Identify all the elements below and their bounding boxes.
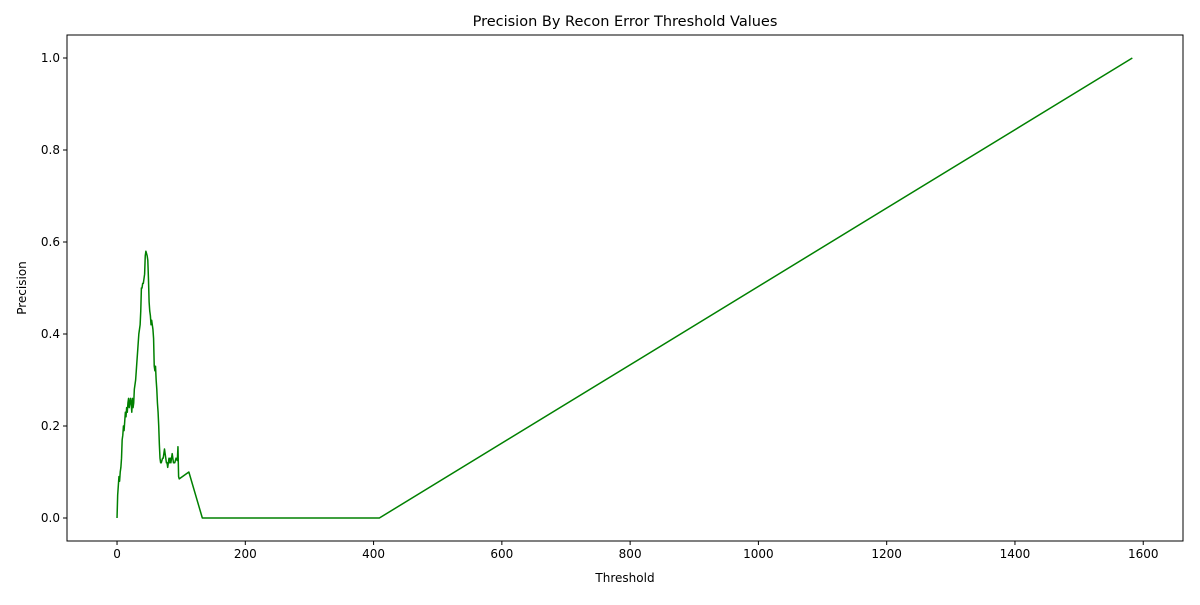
x-tick-label: 600 — [490, 547, 513, 561]
y-tick-label: 0.6 — [41, 235, 60, 249]
x-tick-label: 1400 — [1000, 547, 1031, 561]
y-tick-label: 0.8 — [41, 143, 60, 157]
y-axis: 0.0 0.2 0.4 0.6 0.8 1.0 — [41, 51, 67, 525]
y-axis-label: Precision — [15, 261, 29, 315]
x-tick-label: 400 — [362, 547, 385, 561]
x-axis-label: Threshold — [594, 571, 654, 585]
chart-title: Precision By Recon Error Threshold Value… — [473, 14, 778, 30]
x-tick-label: 200 — [234, 547, 257, 561]
x-tick-label: 800 — [619, 547, 642, 561]
axes-frame — [66, 34, 1184, 542]
x-tick-label: 1200 — [871, 547, 902, 561]
y-tick-label: 0.2 — [41, 419, 60, 433]
y-tick-label: 1.0 — [41, 51, 60, 65]
plot-area — [116, 57, 1133, 519]
series-line-0 — [116, 57, 1133, 519]
x-tick-label: 1000 — [743, 547, 774, 561]
x-tick-label: 1600 — [1128, 547, 1159, 561]
x-tick-label: 0 — [113, 547, 121, 561]
y-tick-label: 0.0 — [41, 511, 60, 525]
x-axis: 0 200 400 600 800 1000 1200 1400 1600 — [113, 541, 1159, 561]
y-tick-label: 0.4 — [41, 327, 60, 341]
